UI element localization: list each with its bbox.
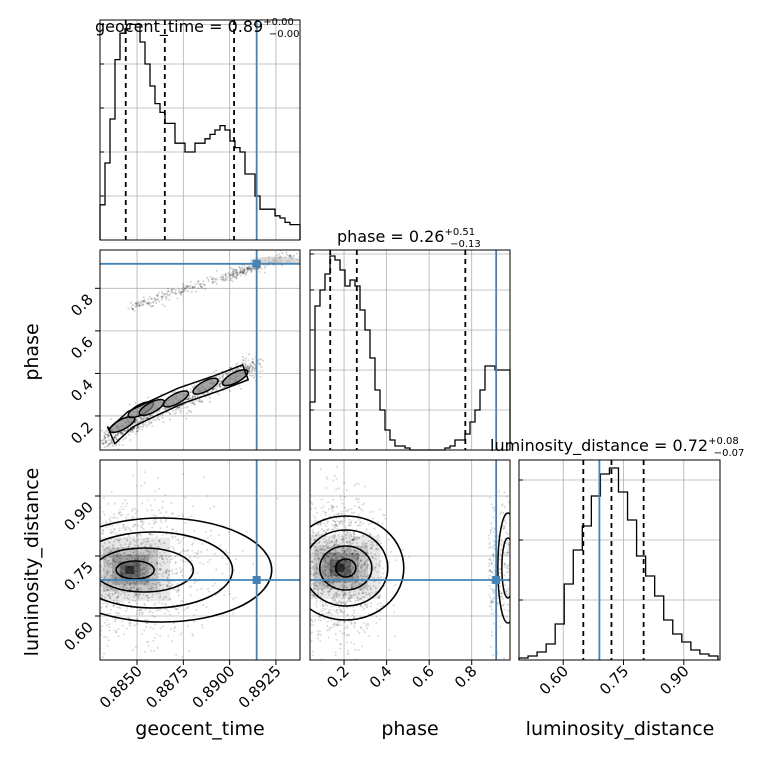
ytick-label-phase-0: 0.2	[67, 418, 97, 448]
contour-luminosity_distance_vs_geocent_time-3	[115, 560, 155, 580]
title-geocent-time-plus: +0.00	[263, 17, 294, 28]
xtick-label-phase-0: 0.2	[323, 662, 353, 692]
xtick-label-luminosity-distance-1: 0.75	[596, 662, 632, 698]
title-phase-minus: −0.13	[450, 239, 481, 250]
xtick-label-luminosity-distance-0: 0.60	[536, 662, 572, 698]
ytick-label-phase-1: 0.4	[67, 376, 97, 406]
truth-marker-luminosity_distance_vs_geocent_time	[252, 576, 261, 584]
contour-secondary-inner	[501, 537, 510, 599]
frame-0-0	[99, 19, 301, 241]
panel-luminosity_distance_vs_geocent_time	[100, 471, 279, 659]
grid-layer	[100, 20, 720, 660]
title-ld-minus: −0.07	[714, 448, 745, 459]
hist-phase	[309, 255, 511, 451]
title-geocent-time-minus: −0.00	[269, 29, 300, 40]
density-block-luminosity_distance_vs_phase-4	[335, 563, 345, 572]
contour-secondary-outer	[497, 512, 510, 624]
xtick-label-geocent-time-2: 0.8900	[189, 662, 239, 712]
ytick-label-phase-3: 0.8	[67, 290, 97, 320]
title-geocent-time-text: geocent_time	[95, 17, 204, 37]
ytick-label-phase-2: 0.6	[67, 333, 97, 363]
ylabel-phase: phase	[21, 323, 43, 380]
upper-band-density	[249, 256, 300, 265]
xtick-label-geocent-time-3: 0.8925	[235, 662, 285, 712]
contour-outer	[106, 363, 250, 445]
contour-luminosity_distance_vs_geocent_time-2	[100, 547, 195, 593]
contour-blob-4	[192, 377, 219, 395]
xlabel-luminosity-distance: luminosity_distance	[526, 718, 715, 740]
truth-marker-luminosity_distance_vs_phase	[492, 576, 501, 584]
xtick-label-phase-3: 0.8	[451, 662, 481, 692]
frame-1-1	[309, 249, 511, 451]
frame-2-2	[518, 459, 721, 661]
ytick-label-luminosity-distance-1: 0.75	[60, 558, 96, 594]
title-luminosity-distance: luminosity_distance = 0.72+0.08 −0.07	[490, 436, 744, 459]
panel-phase_vs_geocent_time	[100, 250, 300, 450]
contour-luminosity_distance_vs_geocent_time-0	[100, 517, 273, 623]
panel-luminosity_distance_vs_phase	[310, 466, 510, 660]
title-ld-plus: +0.08	[708, 436, 739, 447]
hist-luminosity_distance	[518, 467, 719, 660]
data-layer	[99, 20, 719, 660]
contour-luminosity_distance_vs_geocent_time-1	[100, 531, 234, 609]
xtick-label-phase-1: 0.4	[366, 662, 396, 692]
ylabel-luminosity-distance: luminosity_distance	[21, 468, 43, 657]
xlabel-phase: phase	[381, 718, 438, 740]
title-phase: phase = 0.26+0.51 −0.13	[337, 227, 481, 250]
xlabel-geocent-time: geocent_time	[135, 718, 264, 740]
density-block-luminosity_distance_vs_geocent_time-4	[125, 565, 135, 574]
title-phase-plus: +0.51	[444, 227, 475, 238]
truth-marker-phase_vs_geocent_time	[252, 259, 261, 268]
xtick-label-luminosity-distance-2: 0.90	[656, 662, 692, 698]
contour-luminosity_distance_vs_phase-1	[310, 529, 389, 607]
contour-luminosity_distance_vs_phase-0	[310, 515, 405, 621]
ytick-label-luminosity-distance-2: 0.90	[60, 498, 96, 534]
hist-geocent_time	[99, 23, 301, 240]
contour-blob-5	[221, 368, 249, 387]
contour-luminosity_distance_vs_phase-3	[334, 558, 357, 578]
contour-blob-3	[162, 390, 190, 408]
xtick-label-geocent-time-0: 0.8850	[96, 662, 146, 712]
frame-0-1	[99, 249, 301, 451]
frame-1-2	[309, 459, 511, 661]
frame-0-2	[99, 459, 301, 661]
xtick-label-phase-2: 0.6	[408, 662, 438, 692]
contour-luminosity_distance_vs_phase-2	[318, 545, 373, 591]
title-geocent-time: geocent_time = 0.89+0.00 −0.00	[95, 17, 300, 40]
xtick-label-geocent-time-1: 0.8875	[142, 662, 192, 712]
frames-layer	[95, 19, 721, 665]
ytick-label-luminosity-distance-0: 0.60	[60, 618, 96, 654]
